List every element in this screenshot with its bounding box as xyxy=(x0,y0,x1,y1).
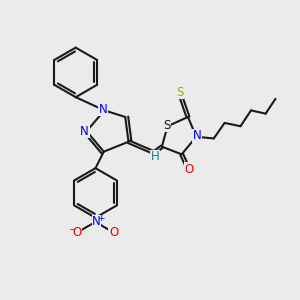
Text: +: + xyxy=(97,214,104,223)
Text: O: O xyxy=(109,226,118,239)
Text: N: N xyxy=(99,103,108,116)
Text: O: O xyxy=(72,226,81,239)
Text: N: N xyxy=(193,129,202,142)
Text: S: S xyxy=(176,86,183,99)
Text: −: − xyxy=(68,224,76,233)
Text: S: S xyxy=(163,119,170,132)
Text: H: H xyxy=(151,150,159,163)
Text: N: N xyxy=(92,215,101,229)
Text: O: O xyxy=(184,163,194,176)
Text: N: N xyxy=(80,125,89,138)
